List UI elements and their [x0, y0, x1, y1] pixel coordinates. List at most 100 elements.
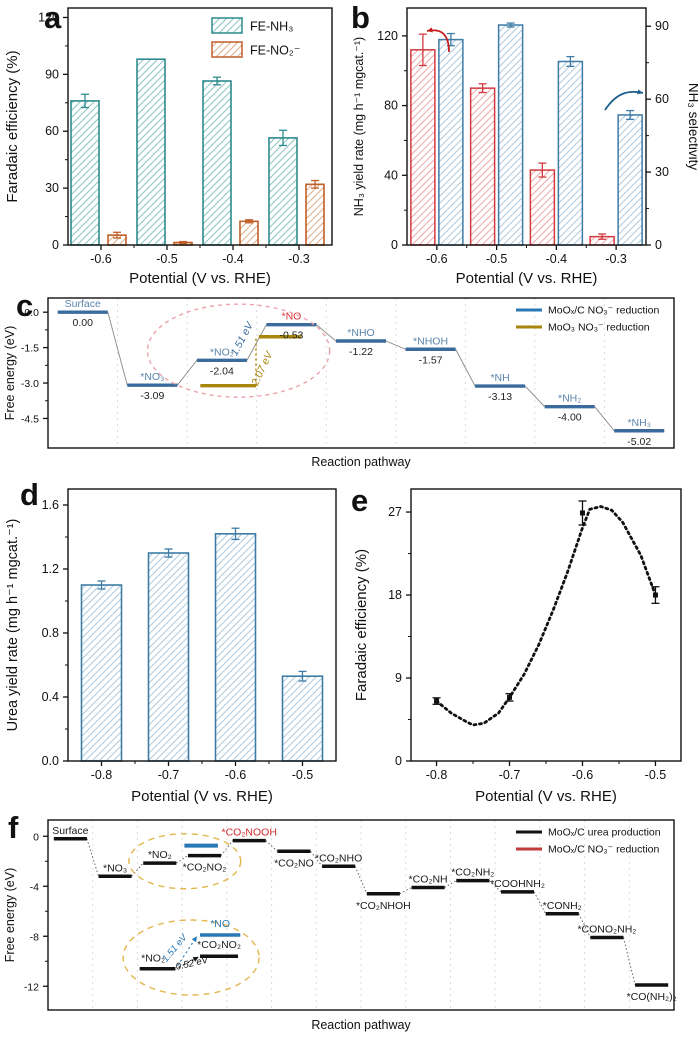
y-axis-title: Faradaic efficiency (%) — [4, 50, 21, 202]
y-axis-title-left: NH₃ yield rate (mg h⁻¹ mgcat.⁻¹) — [352, 37, 366, 216]
bar — [557, 60, 584, 246]
y-axis-title: Free energy (eV) — [3, 326, 17, 420]
species-label: *NH₃ — [627, 417, 651, 429]
connector — [131, 862, 144, 877]
connector — [385, 340, 406, 350]
energy-value: -1.22 — [349, 346, 373, 358]
inset-species-label: *NO — [210, 918, 230, 930]
legend-swatch — [211, 17, 243, 34]
species-label: *CO₂NH — [409, 874, 448, 886]
y-tick-label: 0.8 — [42, 626, 59, 640]
connector — [265, 840, 278, 852]
legend-label: FE-NO₂⁻ — [250, 44, 300, 58]
x-axis-title: Reaction pathway — [311, 1018, 411, 1032]
y-tick-label: 18 — [388, 588, 402, 602]
x-tick-label: -0.5 — [645, 768, 667, 782]
arrowhead — [191, 936, 197, 943]
species-label: Surface — [65, 298, 101, 310]
legend-label: MoOₓ/C urea production — [548, 827, 661, 839]
y-tick-label: 60 — [45, 124, 59, 138]
data-point — [579, 510, 585, 516]
bar — [469, 87, 496, 246]
energy-annotation: 2.07 eV — [249, 349, 276, 389]
plot-frame — [47, 819, 675, 1011]
trend-curve — [435, 505, 657, 727]
panel-a: a -0.6 -0.5 -0.4 -0.3 0 30 60 90 120 Potential (V… — [0, 0, 349, 290]
energy-value: -2.04 — [210, 365, 234, 377]
energy-value: -3.13 — [488, 391, 512, 403]
y-axis-title: Faradaic efficiency (%) — [353, 549, 370, 701]
species-label: *NO₃ — [140, 371, 164, 383]
highlight-ellipse — [122, 919, 260, 996]
y-tick-label: 0.4 — [42, 690, 59, 704]
species-label: *NO — [282, 311, 302, 323]
y-tick-label: 0 — [391, 238, 398, 252]
y-tick-label: 30 — [45, 181, 59, 195]
energy-value: -4.00 — [558, 412, 582, 424]
bar — [410, 49, 436, 246]
energy-value: -0.53 — [279, 330, 303, 342]
bar — [529, 169, 556, 246]
legend-swatch — [211, 41, 243, 58]
bar — [438, 38, 464, 246]
panel-e: e -0.8 -0.7 -0.6 -0.5 0 9 18 27 Potential (V vs.… — [349, 475, 698, 812]
highlight-ellipse — [128, 833, 242, 890]
panel-e-chart: -0.8 -0.7 -0.6 -0.5 0 9 18 27 Potential (V vs. R… — [353, 488, 682, 805]
y-tick-label: 27 — [388, 505, 402, 519]
energy-value: -5.02 — [627, 436, 651, 448]
y-tick-label: 0 — [52, 238, 59, 252]
x-tick-label: -0.8 — [91, 768, 113, 782]
x-tick-label: -0.5 — [292, 768, 314, 782]
species-label: Surface — [52, 825, 88, 837]
inset-annotation: 0.52 eV — [175, 954, 211, 972]
connector — [444, 880, 457, 888]
y-tick-label: 0 — [395, 754, 402, 768]
highlight-ellipse — [146, 303, 331, 398]
x-axis-title: Potential (V vs. RHE) — [131, 788, 273, 805]
y-tick-label: 30 — [655, 165, 669, 179]
connector — [578, 913, 591, 938]
panel-b: b -0.6 -0.5 -0.4 -0.3 0 40 80 120 0 30 60 90 Potenti… — [349, 0, 698, 290]
y-tick-label: 120 — [377, 29, 398, 43]
panel-d-label: d — [20, 477, 39, 512]
legend-label: MoOₓ/C NO₃⁻ reduction — [548, 305, 659, 317]
arrowhead — [427, 27, 433, 33]
bar — [239, 220, 259, 246]
y-tick-label: 60 — [655, 92, 669, 106]
bar — [136, 58, 166, 246]
y-tick-label: 0.0 — [42, 754, 59, 768]
panel-b-chart: -0.6 -0.5 -0.4 -0.3 0 40 80 120 0 30 60 90 Potential… — [352, 7, 698, 287]
x-tick-label: -0.3 — [288, 252, 310, 266]
species-label: *CO₂NOOH — [222, 827, 277, 839]
energy-annotation: 1.51 eV — [228, 319, 256, 357]
panel-e-label: e — [351, 483, 369, 518]
panel-d: d -0.8 -0.7 -0.6 -0.5 0.0 0.4 0.8 1.2 1.6 Potenti… — [0, 475, 349, 812]
x-tick-label: -0.6 — [225, 768, 247, 782]
y-tick-label: -12 — [24, 981, 39, 993]
species-label: *CONH₂ — [543, 900, 582, 912]
connector — [489, 880, 502, 893]
connector — [220, 840, 234, 856]
bar — [281, 675, 324, 762]
species-label: *NHO — [347, 327, 374, 339]
y-tick-label: -1.5 — [21, 343, 39, 355]
species-label: *CO₂NHOH — [356, 900, 411, 912]
inset-species-label: *CO₂NO₂ — [197, 939, 241, 951]
y-axis-title-right: NH₃ selectivity — [686, 83, 698, 171]
species-label: *NO₂ — [210, 346, 234, 358]
connector — [310, 850, 323, 867]
energy-value: -3.09 — [140, 390, 164, 402]
connector — [354, 866, 368, 894]
y-axis-title: Urea yield rate (mg h⁻¹ mgcat.⁻¹) — [5, 519, 21, 732]
connector — [246, 324, 267, 361]
y-axis-title: Free energy (eV) — [3, 868, 17, 962]
species-label: *CO₂NH₂ — [451, 867, 494, 879]
x-tick-label: -0.7 — [499, 768, 521, 782]
arrowhead — [637, 89, 643, 95]
connector — [533, 891, 547, 914]
inset-arrow — [178, 956, 199, 969]
x-tick-label: -0.6 — [426, 252, 448, 266]
legend-label: MoO₃ NO₃⁻ reduction — [548, 322, 650, 334]
connector — [316, 324, 337, 342]
